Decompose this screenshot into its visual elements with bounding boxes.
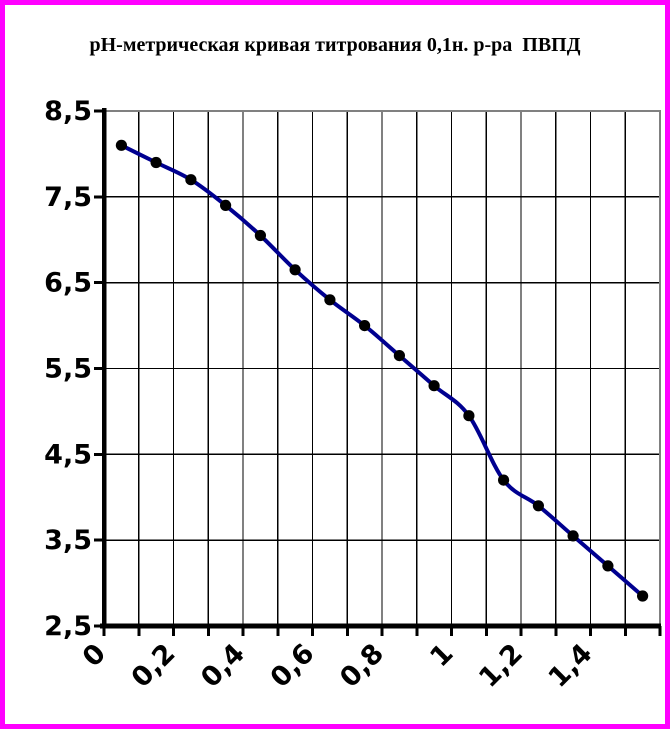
x-tick-label: 0	[77, 638, 112, 673]
data-point	[602, 560, 614, 572]
data-point	[220, 199, 232, 211]
y-tick-label: 4,5	[44, 439, 92, 470]
y-tick-label: 6,5	[44, 268, 92, 299]
y-tick-label: 5,5	[44, 354, 92, 385]
x-tick-labels: 0 0,2 0,4 0,6 0,8 1 1,2 1,4	[77, 638, 599, 694]
x-tick-label: 1,4	[543, 638, 599, 694]
data-point	[532, 500, 545, 512]
data-point	[567, 530, 579, 542]
plot-border	[104, 110, 661, 626]
y-tick-label: 7,5	[44, 182, 92, 213]
chart-title: рН-метрическая кривая титрования 0,1н. р…	[89, 34, 581, 56]
data-point	[359, 320, 371, 332]
data-point	[637, 590, 649, 602]
data-point	[463, 410, 475, 422]
series-line	[119, 143, 645, 598]
data-points	[115, 139, 649, 602]
data-point	[428, 380, 440, 392]
y-tick-label: 3,5	[44, 525, 92, 556]
data-point	[498, 474, 510, 486]
data-point	[185, 174, 197, 186]
x-tick-label: 1	[424, 638, 459, 673]
data-point	[115, 139, 127, 151]
x-tick-label: 1,2	[473, 638, 529, 694]
data-point	[324, 294, 336, 306]
axes	[94, 108, 662, 636]
data-point	[393, 350, 405, 362]
data-point	[289, 264, 301, 276]
series-path	[119, 143, 645, 598]
gridlines	[104, 111, 660, 626]
x-tick-label: 0,8	[334, 638, 390, 694]
y-tick-labels: 8,5 7,5 6,5 5,5 4,5 3,5 2,5	[44, 96, 92, 642]
titration-curve-chart: 8,5 7,5 6,5 5,5 4,5 3,5 2,50 0,2 0,4 0,6 0,8 1 1,2 1,…	[44, 96, 662, 694]
y-tick-label: 8,5	[44, 96, 92, 127]
data-point	[150, 156, 162, 169]
y-tick-label: 2,5	[44, 611, 92, 642]
x-tick-label: 0,6	[265, 638, 321, 694]
x-tick-label: 0,2	[126, 638, 182, 694]
data-point	[254, 229, 266, 242]
x-tick-label: 0,4	[195, 638, 251, 694]
